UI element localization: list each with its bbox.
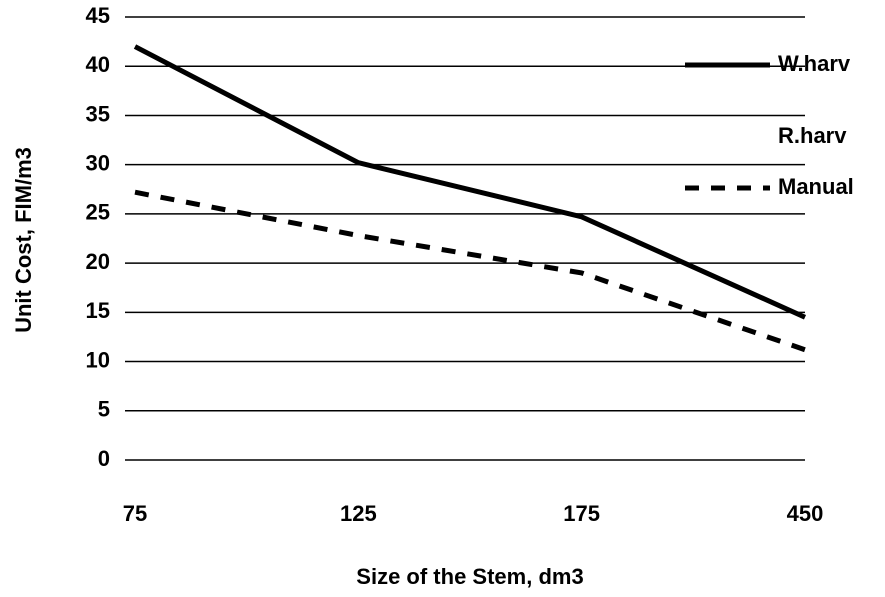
y-tick-label: 15 bbox=[86, 298, 110, 323]
y-axis-title: Unit Cost, FIM/m3 bbox=[11, 147, 36, 333]
series-line bbox=[134, 189, 806, 353]
y-tick-label: 5 bbox=[98, 397, 110, 422]
x-tick-label: 125 bbox=[340, 501, 377, 526]
x-axis-title: Size of the Stem, dm3 bbox=[356, 564, 583, 589]
y-tick-label: 35 bbox=[86, 101, 110, 126]
y-tick-label: 25 bbox=[86, 200, 110, 225]
y-tick-label: 40 bbox=[86, 52, 110, 77]
y-tick-label: 0 bbox=[98, 446, 110, 471]
legend-label: W.harv bbox=[778, 51, 851, 76]
y-tick-label: 30 bbox=[86, 150, 110, 175]
x-tick-label: 75 bbox=[123, 501, 147, 526]
y-tick-label: 10 bbox=[86, 347, 110, 372]
y-tick-label: 45 bbox=[86, 3, 110, 28]
x-tick-label: 175 bbox=[563, 501, 600, 526]
series-line bbox=[133, 44, 807, 320]
legend-label: Manual bbox=[778, 174, 854, 199]
x-tick-label: 450 bbox=[787, 501, 824, 526]
y-tick-label: 20 bbox=[86, 249, 110, 274]
legend-label: R.harv bbox=[778, 123, 847, 148]
